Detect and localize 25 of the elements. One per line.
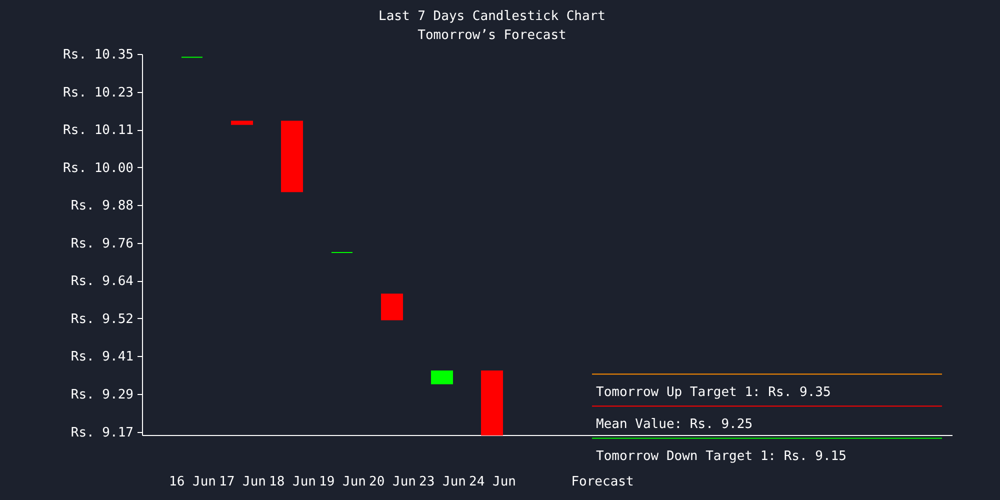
x-tick-label: 18 Jun <box>269 474 316 490</box>
x-tick-label: 24 Jun <box>469 474 516 490</box>
y-tick-label: Rs. 9.41 <box>70 350 134 365</box>
ref-line-label: Tomorrow Up Target 1: Rs. 9.35 <box>596 385 831 400</box>
y-tick-label: Rs. 9.29 <box>70 388 134 403</box>
x-tick-label: 17 Jun <box>219 474 266 490</box>
ref-line-label: Tomorrow Down Target 1: Rs. 9.15 <box>596 449 846 464</box>
y-tick-label: Rs. 9.88 <box>70 198 134 214</box>
y-tick-label: Rs. 10.11 <box>63 123 134 138</box>
y-tick-label: Rs. 10.35 <box>63 48 134 62</box>
x-tick-label: Forecast <box>571 474 634 490</box>
x-tick-label: 23 Jun <box>419 474 466 490</box>
y-tick-label: Rs. 10.23 <box>63 85 134 100</box>
x-tick-label: 20 Jun <box>369 474 416 490</box>
x-tick-label: 19 Jun <box>319 474 366 490</box>
chart-subtitle: Tomorrow’s Forecast <box>418 28 566 43</box>
chart-title: Last 7 Days Candlestick Chart <box>378 9 606 24</box>
ref-line-label: Mean Value: Rs. 9.25 <box>596 417 753 432</box>
candlestick <box>431 370 453 384</box>
y-tick-label: Rs. 9.52 <box>70 312 134 327</box>
y-tick-label: Rs. 9.17 <box>70 425 134 440</box>
y-tick-label: Rs. 9.64 <box>70 274 134 290</box>
x-tick-label: 16 Jun <box>169 474 216 490</box>
y-tick-label: Rs. 9.76 <box>70 236 134 252</box>
y-tick-label: Rs. 10.00 <box>63 160 134 176</box>
